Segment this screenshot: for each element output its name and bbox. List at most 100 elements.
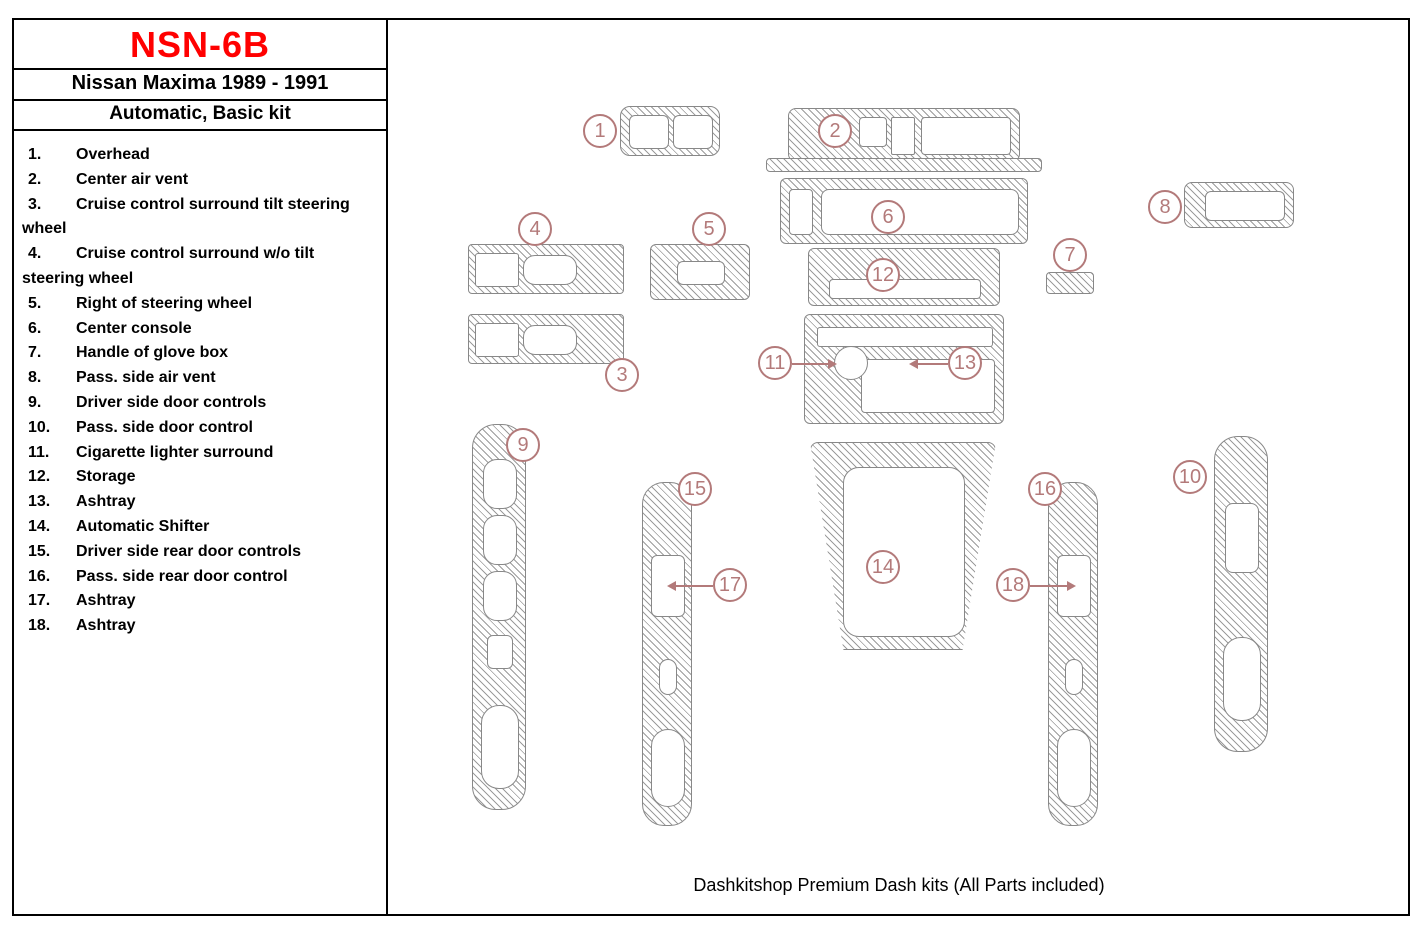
dash-part-cutout xyxy=(487,635,513,669)
parts-list-item: 6.Center console xyxy=(22,317,378,342)
parts-list-label: Center air vent xyxy=(76,171,188,188)
parts-list-item: 13.Ashtray xyxy=(22,490,378,515)
kit-cell: Automatic, Basic kit xyxy=(14,101,386,131)
page: NSN-6B Nissan Maxima 1989 - 1991 Automat… xyxy=(0,0,1422,933)
callout-bubble: 6 xyxy=(871,200,905,234)
dash-part xyxy=(468,244,624,294)
parts-list-label: Cruise control surround tilt steering xyxy=(76,196,350,213)
callout-bubble: 9 xyxy=(506,428,540,462)
dash-part-cutout xyxy=(821,189,1019,235)
dash-part-cutout xyxy=(1225,503,1259,573)
parts-list-label: Cruise control surround w/o tilt xyxy=(76,245,314,262)
dash-part xyxy=(834,346,868,380)
dash-part xyxy=(468,314,624,364)
dash-part xyxy=(650,244,750,300)
dash-part-cutout xyxy=(651,729,685,807)
dash-part-cutout xyxy=(523,325,577,355)
parts-list-label: Ashtray xyxy=(76,493,136,510)
parts-list-item: 17.Ashtray xyxy=(22,589,378,614)
callout-bubble: 11 xyxy=(758,346,792,380)
dash-part-cutout xyxy=(673,115,713,149)
parts-list-number: 4. xyxy=(22,242,76,267)
parts-list-number: 6. xyxy=(22,317,76,342)
parts-list-number: 11. xyxy=(22,441,76,466)
dash-part-cutout xyxy=(1223,637,1261,721)
parts-list-label: Automatic Shifter xyxy=(76,518,209,535)
dash-part xyxy=(808,248,1000,306)
dash-part xyxy=(620,106,720,156)
dash-part xyxy=(1214,436,1268,752)
callout-leader xyxy=(918,363,948,365)
parts-list-label: Ashtray xyxy=(76,617,136,634)
dash-part-cutout xyxy=(483,515,517,565)
parts-list-label: Overhead xyxy=(76,146,150,163)
product-code: NSN-6B xyxy=(130,24,270,65)
parts-list-number: 3. xyxy=(22,193,76,218)
dash-part-cutout xyxy=(1057,729,1091,807)
callout-arrowhead xyxy=(1067,581,1076,591)
callout-bubble: 13 xyxy=(948,346,982,380)
dash-part-cutout xyxy=(475,253,519,287)
parts-list-item: 7.Handle of glove box xyxy=(22,341,378,366)
parts-list-number: 14. xyxy=(22,515,76,540)
parts-list-number: 5. xyxy=(22,292,76,317)
parts-list-number: 2. xyxy=(22,168,76,193)
dash-part-cutout xyxy=(921,117,1011,155)
parts-list-label: Storage xyxy=(76,468,136,485)
parts-list-label: Pass. side rear door control xyxy=(76,568,288,585)
info-panel: NSN-6B Nissan Maxima 1989 - 1991 Automat… xyxy=(14,20,388,914)
dash-part-cutout xyxy=(859,117,887,147)
callout-bubble: 2 xyxy=(818,114,852,148)
callout-bubble: 15 xyxy=(678,472,712,506)
parts-list-item: 5.Right of steering wheel xyxy=(22,292,378,317)
callout-leader xyxy=(792,363,828,365)
dash-part-cutout xyxy=(843,467,965,637)
parts-list-label: Right of steering wheel xyxy=(76,295,252,312)
callout-arrowhead xyxy=(828,359,837,369)
parts-list-item: 9.Driver side door controls xyxy=(22,391,378,416)
parts-list-label: Driver side rear door controls xyxy=(76,543,301,560)
dash-part xyxy=(1184,182,1294,228)
parts-list-item: 10.Pass. side door control xyxy=(22,416,378,441)
parts-list-item: 16.Pass. side rear door control xyxy=(22,565,378,590)
parts-list-number: 8. xyxy=(22,366,76,391)
callout-bubble: 1 xyxy=(583,114,617,148)
dash-part-cutout xyxy=(1205,191,1285,221)
callout-leader xyxy=(1030,585,1067,587)
parts-list-number: 16. xyxy=(22,565,76,590)
parts-list-number: 9. xyxy=(22,391,76,416)
parts-list-item: 15.Driver side rear door controls xyxy=(22,540,378,565)
dash-part-cutout xyxy=(481,705,519,789)
parts-list-item: 4.Cruise control surround w/o tilt xyxy=(22,242,378,267)
callout-bubble: 12 xyxy=(866,258,900,292)
callout-arrowhead xyxy=(667,581,676,591)
callout-bubble: 7 xyxy=(1053,238,1087,272)
dash-part-cutout xyxy=(523,255,577,285)
sheet-border: NSN-6B Nissan Maxima 1989 - 1991 Automat… xyxy=(12,18,1410,916)
title-cell: NSN-6B xyxy=(14,20,386,70)
parts-list-label: Pass. side door control xyxy=(76,419,253,436)
parts-list-label: Driver side door controls xyxy=(76,394,266,411)
parts-list-item: 3.Cruise control surround tilt steering xyxy=(22,193,378,218)
callout-bubble: 5 xyxy=(692,212,726,246)
parts-list-item-wrap: wheel xyxy=(22,217,378,242)
parts-list-number: 18. xyxy=(22,614,76,639)
parts-list-number: 15. xyxy=(22,540,76,565)
callout-bubble: 4 xyxy=(518,212,552,246)
callout-bubble: 3 xyxy=(605,358,639,392)
parts-list-number: 10. xyxy=(22,416,76,441)
callout-leader xyxy=(676,585,713,587)
dash-part-cutout xyxy=(483,571,517,621)
dash-part xyxy=(766,158,1042,172)
footer-caption: Dashkitshop Premium Dash kits (All Parts… xyxy=(388,875,1410,896)
parts-list: 1.Overhead2.Center air vent3.Cruise cont… xyxy=(14,131,386,647)
callout-bubble: 8 xyxy=(1148,190,1182,224)
parts-list-number: 7. xyxy=(22,341,76,366)
dash-part xyxy=(642,482,692,826)
dash-part-cutout xyxy=(789,189,813,235)
diagram-area: Dashkitshop Premium Dash kits (All Parts… xyxy=(388,20,1410,914)
dash-part-cutout xyxy=(483,459,517,509)
dash-part xyxy=(810,442,996,650)
parts-list-number: 13. xyxy=(22,490,76,515)
callout-bubble: 10 xyxy=(1173,460,1207,494)
